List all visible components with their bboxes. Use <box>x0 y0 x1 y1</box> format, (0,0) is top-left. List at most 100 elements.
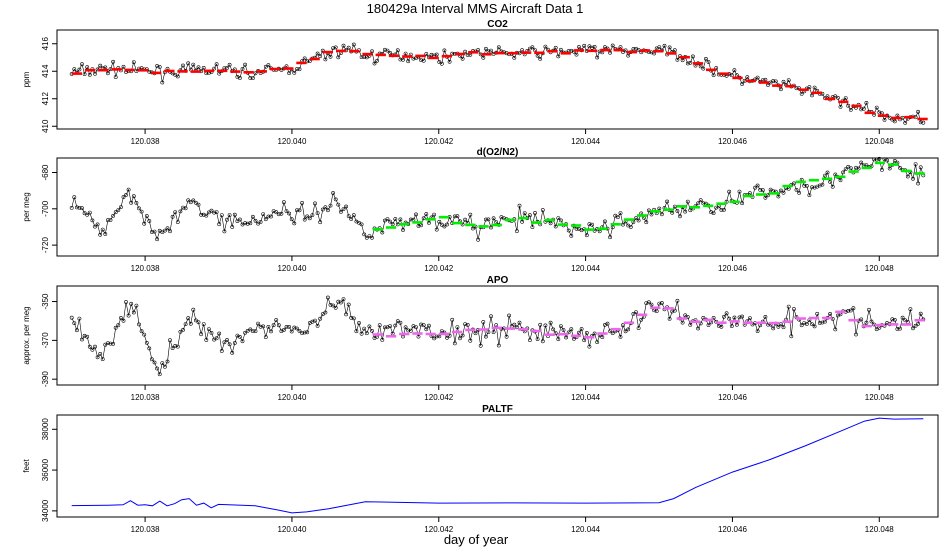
data-point <box>315 211 320 216</box>
data-point <box>411 56 416 61</box>
data-point <box>362 326 367 331</box>
data-point <box>595 340 600 345</box>
data-point <box>685 61 690 66</box>
data-point <box>569 48 574 53</box>
data-point <box>344 312 349 317</box>
data-point <box>289 217 294 222</box>
data-point <box>338 300 343 305</box>
data-point <box>325 295 330 300</box>
x-tick-label: 120.042 <box>424 264 453 273</box>
data-point <box>111 59 116 64</box>
data-point <box>864 320 869 325</box>
x-tick-label: 120.046 <box>718 393 747 402</box>
data-point <box>292 71 297 75</box>
data-point <box>328 302 333 307</box>
data-point <box>175 344 180 349</box>
data-point <box>540 208 545 212</box>
data-point <box>263 217 268 222</box>
data-point <box>564 335 569 340</box>
data-point <box>269 329 273 334</box>
data-point <box>647 300 651 305</box>
data-point <box>760 188 765 193</box>
data-point <box>781 79 786 84</box>
data-point <box>450 51 455 56</box>
data-point <box>657 45 662 50</box>
data-point <box>170 214 175 219</box>
data-point <box>535 337 540 342</box>
x-tick-label: 120.048 <box>865 264 894 273</box>
data-point <box>794 187 799 192</box>
data-point <box>336 55 341 60</box>
data-point <box>380 230 385 235</box>
data-point <box>168 229 172 234</box>
data-point <box>874 157 879 162</box>
y-tick-label: 416 <box>41 37 50 51</box>
data-point <box>155 237 160 242</box>
data-point <box>108 341 113 346</box>
data-point <box>711 315 716 320</box>
data-point <box>916 109 921 114</box>
data-point <box>398 320 403 325</box>
data-point <box>279 211 284 216</box>
data-point <box>528 213 532 218</box>
data-point <box>810 322 814 327</box>
data-point <box>799 92 804 96</box>
data-point <box>411 324 416 329</box>
data-point <box>237 76 242 80</box>
data-point <box>823 173 827 178</box>
data-point <box>416 224 421 228</box>
y-axis-label: feet <box>22 459 31 473</box>
data-point <box>838 178 843 183</box>
data-point <box>895 327 900 331</box>
data-point <box>836 95 840 100</box>
data-point <box>232 341 237 345</box>
data-point <box>569 327 574 332</box>
data-point <box>147 69 152 74</box>
data-point <box>463 322 468 327</box>
data-point <box>85 334 90 339</box>
data-point <box>626 327 631 332</box>
data-point <box>370 235 374 240</box>
plot-frame <box>56 285 939 386</box>
data-point <box>559 324 563 329</box>
data-point <box>165 226 170 231</box>
data-point <box>789 334 794 339</box>
data-point <box>473 331 478 336</box>
data-point <box>491 216 496 221</box>
data-point <box>854 165 858 170</box>
data-point <box>815 311 820 316</box>
data-point <box>763 195 768 200</box>
data-point <box>722 314 726 319</box>
data-point <box>318 54 323 59</box>
data-point <box>771 79 776 83</box>
data-point <box>258 220 263 224</box>
data-point <box>654 309 659 314</box>
data-point <box>307 216 312 221</box>
data-point <box>313 201 317 206</box>
y-axis-label: approx. per meg <box>22 306 31 364</box>
data-point <box>634 216 638 221</box>
data-point <box>271 323 276 328</box>
data-point <box>675 209 680 213</box>
data-point <box>333 45 338 50</box>
data-point <box>670 309 675 314</box>
data-point <box>377 323 382 328</box>
data-point <box>911 176 915 181</box>
data-point <box>149 357 154 362</box>
data-point <box>706 323 711 328</box>
data-point <box>465 53 470 57</box>
data-point <box>553 45 558 50</box>
data-point <box>776 194 781 199</box>
data-point <box>95 355 100 360</box>
data-point <box>489 48 493 53</box>
data-point <box>72 321 77 326</box>
data-point <box>706 60 711 64</box>
data-point <box>841 170 846 175</box>
data-point <box>804 183 809 188</box>
data-point <box>385 48 390 53</box>
data-point <box>838 105 843 109</box>
x-tick-label: 120.038 <box>131 393 160 402</box>
data-point <box>779 87 783 92</box>
data-point <box>582 43 587 48</box>
data-point <box>432 212 437 217</box>
